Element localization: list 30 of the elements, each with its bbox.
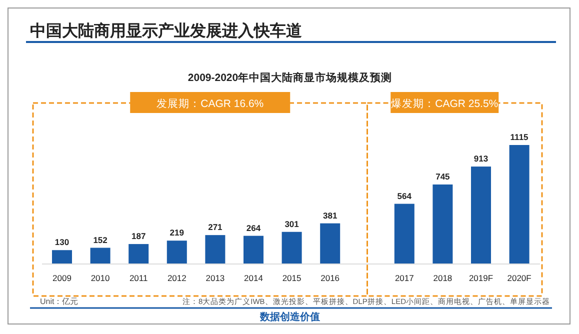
x-tick-label: 2016 bbox=[320, 273, 340, 283]
x-tick-label: 2019F bbox=[468, 273, 494, 283]
x-tick-label: 2014 bbox=[244, 273, 264, 283]
text: 爆发期：CAGR 25.5% bbox=[391, 98, 498, 110]
data-label: 271 bbox=[208, 222, 223, 232]
x-tick-label: 2012 bbox=[167, 273, 187, 283]
data-label: 152 bbox=[93, 234, 108, 245]
data-label: 1115 bbox=[510, 132, 529, 142]
data-label: 301 bbox=[284, 218, 300, 229]
data-label: 381 bbox=[323, 210, 338, 220]
data-label: 264 bbox=[246, 222, 261, 233]
data-label: 745 bbox=[436, 171, 450, 182]
text: 发展期：CAGR 16.6% bbox=[156, 98, 264, 110]
chart-subtitle: 2009-2020年中国大陆商显市场规模及预测 bbox=[188, 71, 392, 84]
data-label: 130 bbox=[54, 237, 70, 248]
x-tick-label: 2020F bbox=[507, 273, 532, 283]
x-tick-label: 2015 bbox=[282, 273, 302, 283]
x-tick-label: 2018 bbox=[433, 273, 452, 283]
x-tick-label: 2011 bbox=[129, 273, 148, 283]
x-tick-label: 2017 bbox=[394, 273, 414, 283]
data-label: 219 bbox=[170, 228, 184, 238]
x-tick-label: 2010 bbox=[90, 273, 110, 283]
data-label: 187 bbox=[132, 231, 146, 242]
chart-title: 中国大陆商用显示产业发展进入快车道 bbox=[30, 22, 303, 40]
text: 数据创造价值 bbox=[259, 311, 320, 323]
data-label: 564 bbox=[397, 190, 412, 201]
text: Unit：亿元 bbox=[40, 297, 78, 306]
x-tick-label: 2013 bbox=[206, 273, 225, 283]
data-label: 913 bbox=[474, 154, 488, 164]
x-tick-label: 2009 bbox=[52, 273, 72, 283]
